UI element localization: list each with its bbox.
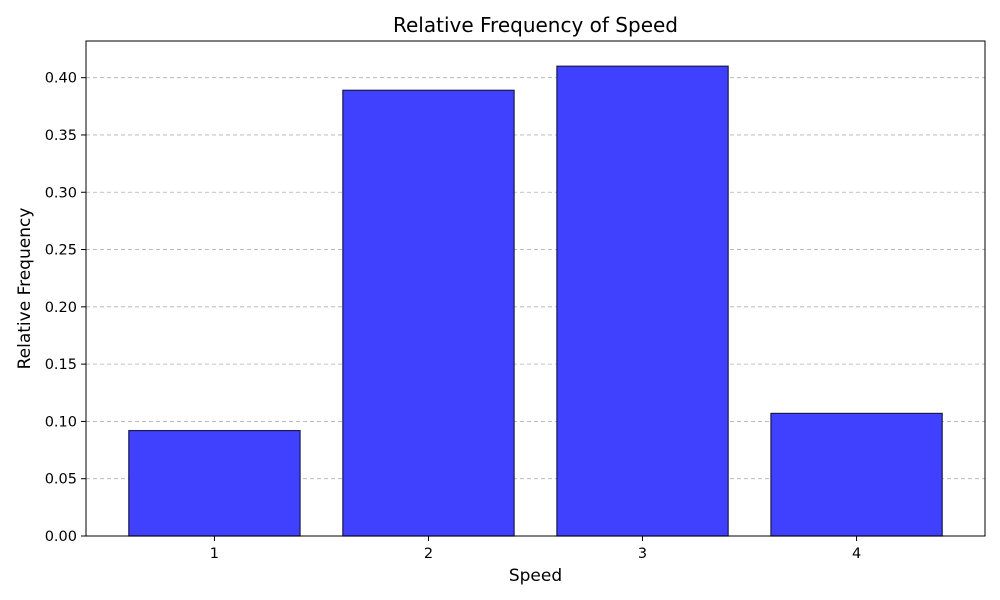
y-tick-label: 0.05 xyxy=(45,472,77,488)
y-tick-label: 0.00 xyxy=(45,529,77,545)
bar-4 xyxy=(770,412,943,537)
y-axis-ticks: 0.00 0.05 0.10 0.15 0.20 0.25 0.30 0.35 0.40 xyxy=(45,71,86,545)
y-tick-label: 0.35 xyxy=(45,128,77,144)
y-tick-label: 0.25 xyxy=(45,243,77,259)
bar-1 xyxy=(128,429,301,537)
plot-frame xyxy=(85,40,986,537)
y-tick-label: 0.10 xyxy=(45,414,77,430)
x-tick-label: 4 xyxy=(852,546,861,562)
x-tick-label: 2 xyxy=(424,546,433,562)
y-tick-label: 0.30 xyxy=(45,185,77,201)
y-gridlines xyxy=(86,77,985,480)
bar-3 xyxy=(556,65,729,537)
chart-title: Relative Frequency of Speed xyxy=(393,13,678,37)
x-tick-label: 1 xyxy=(210,546,219,562)
x-axis-label: Speed xyxy=(509,566,562,586)
bars xyxy=(128,65,943,537)
y-tick-label: 0.40 xyxy=(45,71,77,87)
y-tick-label: 0.15 xyxy=(45,357,77,373)
y-tick-label: 0.20 xyxy=(45,300,77,316)
x-tick-label: 3 xyxy=(638,546,647,562)
bar-2 xyxy=(342,89,515,537)
y-axis-label: Relative Frequency xyxy=(15,208,35,370)
x-axis-ticks: 1 2 3 4 xyxy=(210,536,861,562)
